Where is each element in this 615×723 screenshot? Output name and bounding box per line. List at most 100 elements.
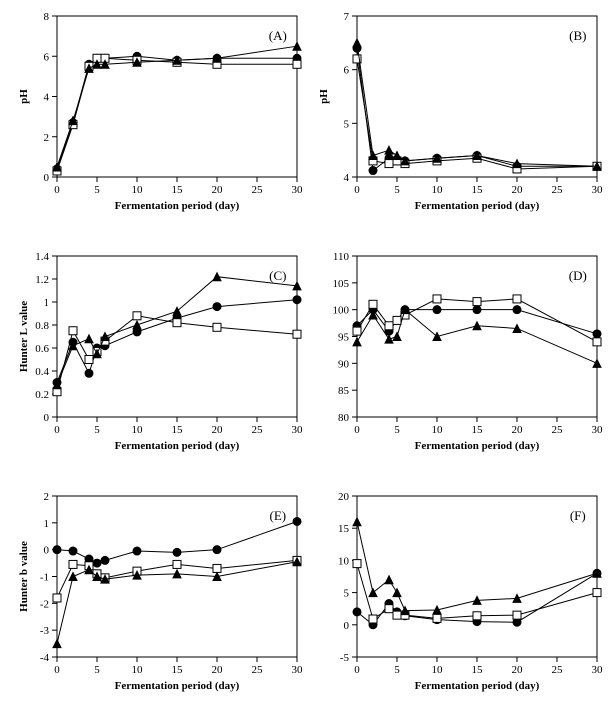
svg-text:-3: -3: [40, 625, 50, 637]
svg-text:10: 10: [132, 184, 144, 196]
x-axis-title: Fermentation period (day): [115, 440, 240, 452]
svg-text:6: 6: [44, 51, 50, 63]
svg-text:-2: -2: [40, 598, 49, 610]
svg-text:-1: -1: [40, 572, 49, 584]
y-axis-title: Hunter b value: [18, 541, 30, 612]
svg-text:5: 5: [394, 184, 400, 196]
panel-A: 0 5 10 15 20 25 30 0 2 4 6 8 (A) Fermentation period …: [15, 10, 305, 215]
svg-text:15: 15: [338, 523, 350, 535]
svg-text:85: 85: [338, 385, 350, 397]
chart-panel-F: 051015202530-505101520(F)Fermentation pe…: [315, 490, 605, 695]
svg-text:8: 8: [44, 11, 50, 23]
panel-label: (C): [269, 268, 286, 283]
panel-B: 0510152025304567(B)Fermentation period (…: [315, 10, 605, 215]
svg-text:0: 0: [44, 172, 50, 184]
svg-text:20: 20: [212, 664, 224, 676]
x-axis-title: Fermentation period (day): [115, 680, 240, 692]
svg-text:2: 2: [44, 132, 50, 144]
svg-text:10: 10: [432, 184, 444, 196]
svg-text:0: 0: [344, 620, 350, 632]
svg-text:20: 20: [512, 664, 524, 676]
svg-text:0.6: 0.6: [35, 343, 49, 355]
svg-text:2: 2: [44, 491, 50, 503]
svg-text:20: 20: [512, 184, 524, 196]
series-2: [357, 43, 597, 166]
svg-text:0: 0: [44, 545, 50, 557]
svg-text:15: 15: [172, 664, 184, 676]
panel-label: (A): [269, 28, 287, 43]
svg-text:30: 30: [292, 424, 304, 436]
svg-text:6: 6: [344, 65, 350, 77]
svg-text:105: 105: [333, 278, 350, 290]
svg-text:10: 10: [132, 664, 144, 676]
svg-text:90: 90: [338, 358, 350, 370]
panel-F: 051015202530-505101520(F)Fermentation pe…: [315, 490, 605, 695]
svg-text:4: 4: [344, 172, 350, 184]
svg-text:15: 15: [472, 184, 484, 196]
svg-text:80: 80: [338, 412, 350, 424]
svg-text:30: 30: [292, 184, 304, 196]
svg-text:10: 10: [338, 555, 350, 567]
svg-text:20: 20: [212, 184, 224, 196]
svg-text:5: 5: [344, 118, 350, 130]
series-0: [57, 56, 297, 169]
series-1: [57, 58, 297, 171]
svg-text:5: 5: [94, 664, 100, 676]
chart-panel-E: 0 5 10 15 20 25 30 -4 -3 -2 -1 0 1 2 (E) Fermentation p…: [15, 490, 305, 695]
svg-text:15: 15: [172, 184, 184, 196]
svg-text:25: 25: [252, 184, 264, 196]
chart-panel-A: 0 5 10 15 20 25 30 0 2 4 6 8 (A) Fermentation period …: [15, 10, 305, 215]
x-axis-title: Fermentation period (day): [415, 680, 540, 692]
svg-text:1.4: 1.4: [35, 251, 49, 263]
panel-label: (E): [269, 508, 286, 523]
svg-text:0: 0: [44, 412, 50, 424]
x-axis-title: Fermentation period (day): [115, 200, 240, 212]
svg-text:5: 5: [94, 184, 100, 196]
svg-text:-4: -4: [40, 652, 50, 664]
chart-panel-C: 05101520253000.20.40.60.811.21.4(C)Ferme…: [15, 250, 305, 455]
chart-panel-D: 05101520253080859095100105110(D)Fermenta…: [315, 250, 605, 455]
svg-text:100: 100: [333, 305, 350, 317]
x-axis-title: Fermentation period (day): [415, 440, 540, 452]
y-axis-title: pH: [18, 89, 30, 104]
svg-text:15: 15: [472, 424, 484, 436]
svg-text:30: 30: [292, 664, 304, 676]
svg-text:110: 110: [333, 251, 350, 263]
y-axis-title: Hunter L value: [18, 301, 30, 372]
panel-E: 0 5 10 15 20 25 30 -4 -3 -2 -1 0 1 2 (E) Fermentation p…: [15, 490, 305, 695]
svg-text:10: 10: [432, 664, 444, 676]
svg-text:0: 0: [54, 664, 60, 676]
svg-text:1: 1: [44, 297, 50, 309]
svg-text:20: 20: [512, 424, 524, 436]
x-axis-title: Fermentation period (day): [415, 200, 540, 212]
svg-text:25: 25: [252, 664, 264, 676]
svg-text:30: 30: [592, 424, 604, 436]
panel-C: 05101520253000.20.40.60.811.21.4(C)Ferme…: [15, 250, 305, 455]
svg-text:-5: -5: [340, 652, 350, 664]
svg-text:10: 10: [432, 424, 444, 436]
svg-text:95: 95: [338, 332, 350, 344]
svg-text:30: 30: [592, 184, 604, 196]
svg-text:0.8: 0.8: [35, 320, 49, 332]
svg-text:15: 15: [472, 664, 484, 676]
svg-text:0: 0: [354, 184, 360, 196]
svg-text:0.4: 0.4: [35, 366, 49, 378]
panel-D: 05101520253080859095100105110(D)Fermenta…: [315, 250, 605, 455]
svg-text:25: 25: [552, 424, 564, 436]
svg-text:20: 20: [212, 424, 224, 436]
svg-text:0: 0: [54, 184, 60, 196]
svg-text:4: 4: [44, 92, 50, 104]
svg-text:5: 5: [394, 424, 400, 436]
chart-panel-B: 0510152025304567(B)Fermentation period (…: [315, 10, 605, 215]
svg-text:7: 7: [344, 11, 350, 23]
svg-text:25: 25: [252, 424, 264, 436]
svg-text:5: 5: [344, 588, 350, 600]
svg-text:5: 5: [94, 424, 100, 436]
svg-text:1.2: 1.2: [35, 274, 49, 286]
svg-text:5: 5: [394, 664, 400, 676]
svg-text:10: 10: [132, 424, 144, 436]
svg-text:30: 30: [592, 664, 604, 676]
svg-text:1: 1: [44, 518, 50, 530]
svg-text:0: 0: [54, 424, 60, 436]
panel-label: (B): [569, 28, 586, 43]
